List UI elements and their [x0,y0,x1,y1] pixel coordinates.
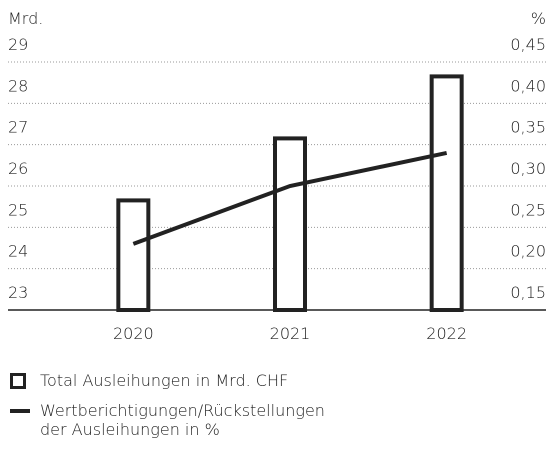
y-tick-label: 26 [8,159,28,178]
chart: Mrd. % 23 24 25 26 27 28 29 0,15 0,20 0,25 0,30 0,3… [8,9,546,343]
bar [273,136,307,312]
line [132,150,448,246]
y-tick-label: 23 [8,283,28,302]
legend-icon [10,401,40,421]
y2-tick-label: 0,15 [510,283,546,302]
y-tick-label: 28 [8,76,28,95]
x-tick-label: 2021 [270,324,311,343]
y2-tick-label: 0,30 [510,159,546,178]
x-tick-label: 2022 [426,324,467,343]
bar [429,74,464,313]
legend-label: Wertberichtigungen/Rückstellungen der Au… [40,401,325,439]
legend: Total Ausleihungen in Mrd. CHF Wertberich… [10,371,340,449]
y2-tick-label: 0,25 [510,200,546,219]
legend-icon [10,371,40,391]
x-tick-label: 2020 [113,324,154,343]
y-tick-label: 27 [8,118,28,137]
y2-tick-label: 0,35 [510,118,546,137]
y2-axis-label: % [531,9,546,28]
legend-label: Total Ausleihungen in Mrd. CHF [40,371,289,390]
y-tick-label: 29 [8,35,28,54]
legend-entry: Total Ausleihungen in Mrd. CHF [10,371,340,391]
y-tick-label: 24 [8,242,28,261]
y2-tick-label: 0,45 [510,35,546,54]
y2-tick-label: 0,40 [510,76,546,95]
legend-entry: Wertberichtigungen/Rückstellungen der Au… [10,401,340,439]
y-tick-label: 25 [8,200,28,219]
y2-tick-label: 0,20 [510,242,546,261]
bar [116,198,151,312]
y-axis-label: Mrd. [8,9,43,28]
